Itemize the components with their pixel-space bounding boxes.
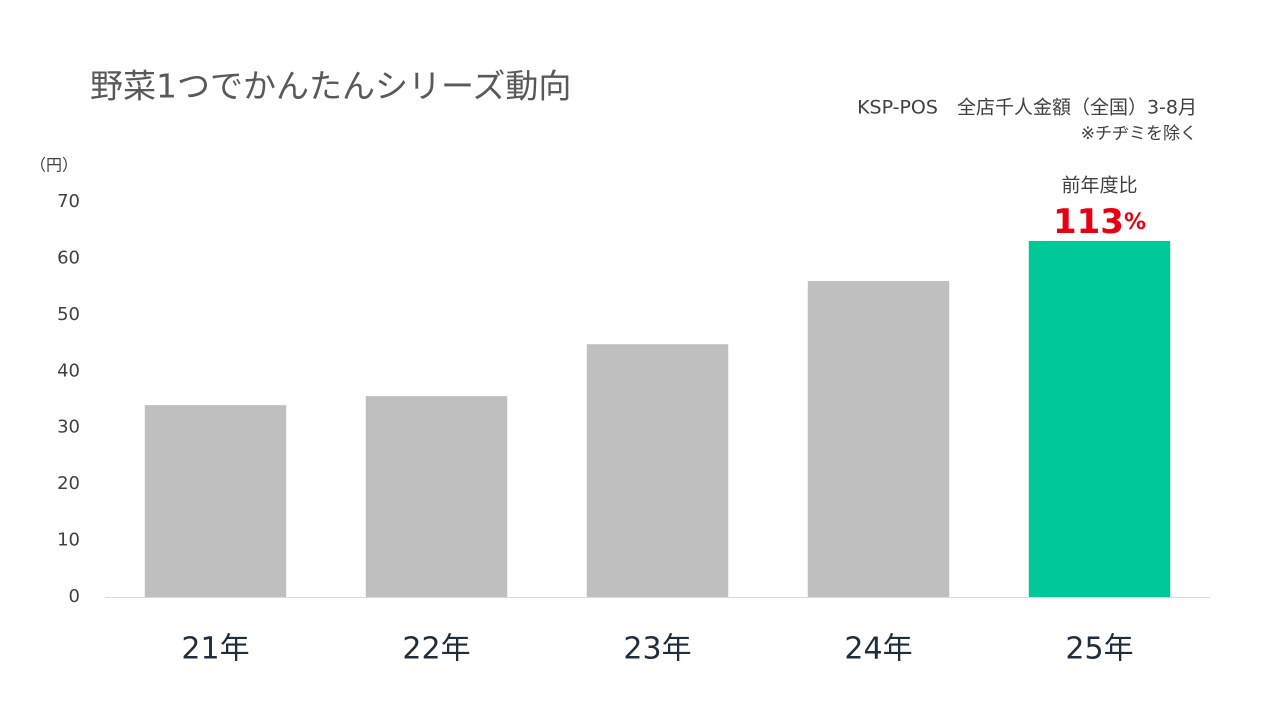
y-tick-label: 40: [57, 360, 80, 381]
chart-note: ※チヂミを除く: [1081, 124, 1197, 144]
y-axis-unit: （円）: [30, 156, 78, 175]
y-tick-label: 70: [57, 191, 80, 212]
bar: [144, 405, 287, 597]
y-tick-label: 0: [69, 586, 80, 607]
bar: [586, 344, 729, 597]
x-tick-label: 21年: [181, 632, 249, 667]
x-tick-label: 22年: [402, 632, 470, 667]
y-tick-label: 10: [57, 530, 80, 551]
annotation-value: 113%: [1053, 201, 1146, 241]
x-tick-label: 23年: [623, 632, 691, 667]
y-tick-label: 20: [57, 473, 80, 494]
annotation-label: 前年度比: [1061, 174, 1137, 196]
bar: [365, 396, 508, 597]
bar: [1028, 240, 1171, 597]
chart-title: 野菜1つでかんたんシリーズ動向: [90, 67, 571, 106]
y-tick-label: 50: [57, 304, 80, 325]
x-tick-label: 24年: [844, 632, 912, 667]
bar: [807, 281, 950, 597]
annotation-number: 113: [1053, 201, 1124, 241]
y-tick-label: 30: [57, 417, 80, 438]
y-tick-label: 60: [57, 247, 80, 268]
chart-subtitle: KSP-POS 全店千人金額（全国）3-8月: [857, 97, 1197, 119]
annotation-unit: %: [1124, 210, 1146, 235]
x-tick-label: 25年: [1065, 632, 1133, 667]
